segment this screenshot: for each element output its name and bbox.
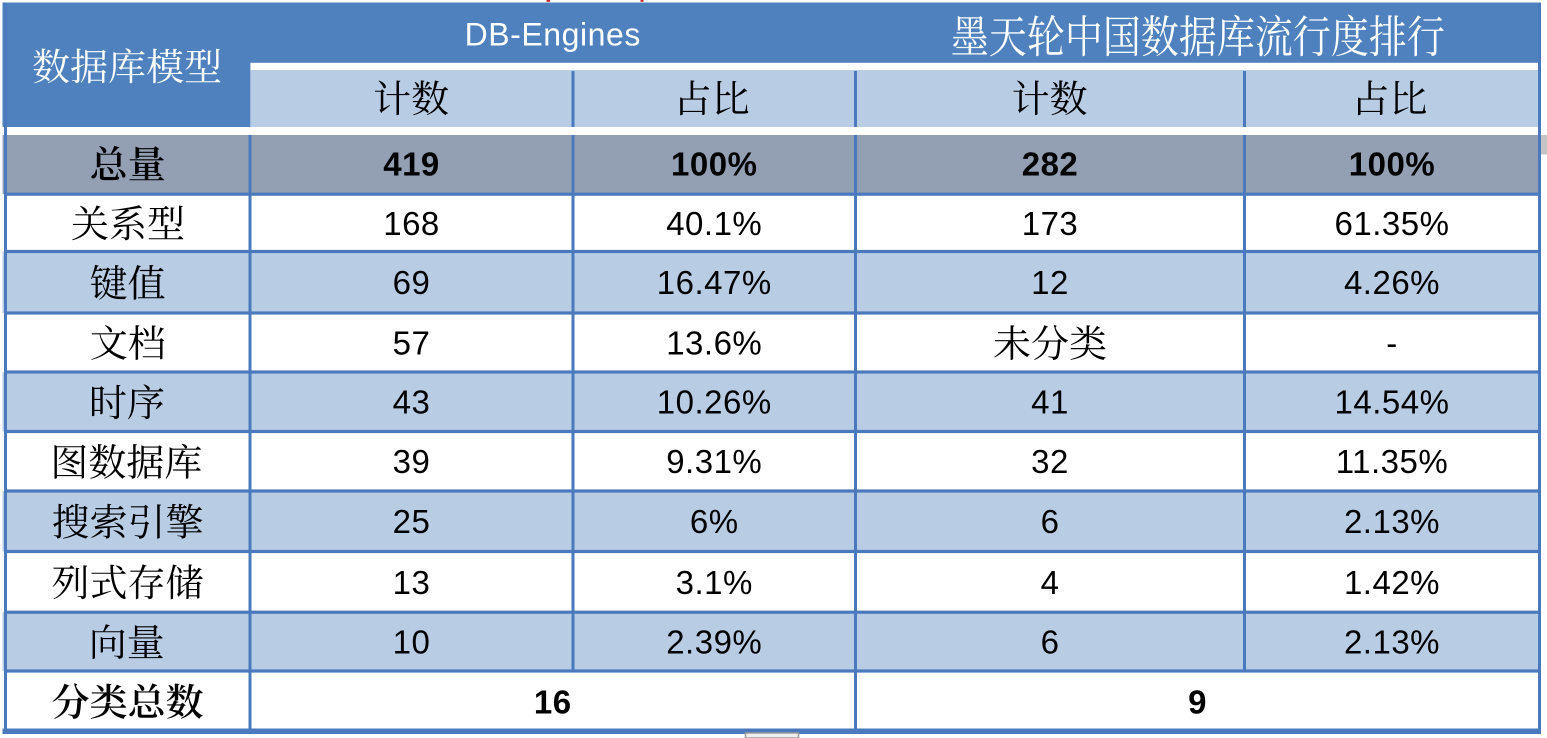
svg-text:10: 10 bbox=[393, 624, 431, 661]
svg-text:41: 41 bbox=[1031, 384, 1069, 421]
svg-text:6: 6 bbox=[1041, 503, 1060, 540]
svg-text:13.6%: 13.6% bbox=[666, 324, 762, 361]
svg-text:69: 69 bbox=[393, 264, 431, 301]
svg-text:57: 57 bbox=[393, 324, 431, 361]
svg-text:14.54%: 14.54% bbox=[1335, 384, 1450, 421]
svg-text:13: 13 bbox=[393, 564, 431, 601]
svg-text:10.26%: 10.26% bbox=[657, 384, 772, 421]
svg-text:12: 12 bbox=[1031, 264, 1069, 301]
svg-text:32: 32 bbox=[1031, 443, 1069, 480]
svg-text:168: 168 bbox=[383, 205, 440, 242]
svg-text:43: 43 bbox=[393, 384, 431, 421]
svg-text:100%: 100% bbox=[671, 146, 757, 183]
svg-text:25: 25 bbox=[393, 503, 431, 540]
svg-text:39: 39 bbox=[393, 443, 431, 480]
svg-text:2.39%: 2.39% bbox=[666, 624, 762, 661]
svg-text:100%: 100% bbox=[1349, 146, 1435, 183]
svg-text:9: 9 bbox=[1188, 683, 1207, 720]
svg-text:61.35%: 61.35% bbox=[1335, 205, 1450, 242]
svg-text:282: 282 bbox=[1022, 146, 1079, 183]
svg-text:6: 6 bbox=[1041, 624, 1060, 661]
svg-text:2.13%: 2.13% bbox=[1344, 503, 1440, 540]
svg-text:4: 4 bbox=[1041, 564, 1060, 601]
svg-text:1.42%: 1.42% bbox=[1344, 564, 1440, 601]
svg-text:11.35%: 11.35% bbox=[1336, 443, 1448, 480]
svg-text:3.1%: 3.1% bbox=[676, 564, 753, 601]
svg-text:40.1%: 40.1% bbox=[666, 205, 762, 242]
svg-text:-: - bbox=[1386, 324, 1398, 361]
svg-text:16: 16 bbox=[534, 683, 572, 720]
svg-text:419: 419 bbox=[383, 146, 440, 183]
svg-text:DB-Engines: DB-Engines bbox=[465, 17, 641, 53]
svg-text:173: 173 bbox=[1022, 205, 1079, 242]
svg-text:9.31%: 9.31% bbox=[666, 443, 762, 480]
svg-text:16.47%: 16.47% bbox=[657, 264, 772, 301]
svg-text:6%: 6% bbox=[690, 503, 739, 540]
svg-text:4.26%: 4.26% bbox=[1344, 264, 1440, 301]
svg-text:2.13%: 2.13% bbox=[1344, 624, 1440, 661]
